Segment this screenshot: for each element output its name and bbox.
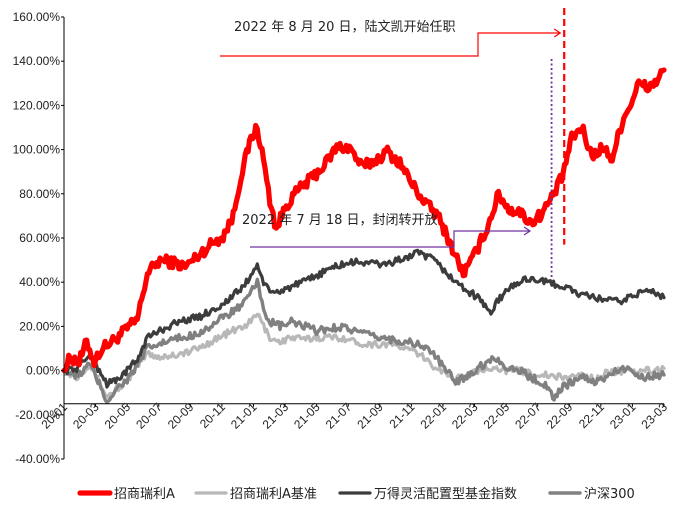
series-line [62,248,666,389]
manager-start-arrow [220,32,561,57]
y-axis-ticks: 160.00% 140.00% 120.00% 100.00% 80.00% 60.00%… [13,10,64,466]
x-tick-label: 22-01 [417,400,449,432]
x-tick-label: 23-01 [607,400,639,432]
legend-label: 招商瑞利A基准 [230,487,317,502]
x-tick-label: 22-09 [544,400,576,432]
y-tick-label: 40.00% [19,275,60,289]
y-tick-label: 0.00% [26,364,60,378]
x-tick-label: 20-03 [70,400,102,432]
open-date-arrow [250,230,530,248]
y-tick-label: 100.00% [13,143,61,157]
x-tick-label: 20-05 [102,400,134,432]
open-date-annotation: 2022 年 7 月 18 日，封闭转开放 [242,213,438,228]
y-tick-label: 80.00% [19,187,60,201]
y-tick-label: 60.00% [19,231,60,245]
x-tick-label: 21-11 [387,400,418,431]
x-tick-label: 21-09 [354,400,386,432]
series-line [62,277,666,404]
x-tick-label: 20-09 [165,400,197,432]
x-axis-ticks: 20-01 20-03 20-05 20-07 20-09 20-11 21-01 21-03… [39,400,671,432]
x-tick-label: 22-03 [449,400,481,432]
x-tick-label: 22-05 [481,400,513,432]
x-tick-label: 20-11 [197,400,228,431]
manager-start-annotation: 2022 年 8 月 20 日，陆文凯开始任职 [234,19,456,35]
y-tick-label: 20.00% [19,319,60,333]
x-tick-label: 20-01 [39,400,71,432]
x-tick-label: 21-01 [228,400,260,432]
legend: 招商瑞利A 招商瑞利A基准 万得灵活配置型基金指数 沪深300 [77,486,635,502]
y-tick-label: 120.00% [13,98,61,112]
y-tick-label: -20.00% [15,408,60,422]
x-tick-label: 23-03 [639,400,671,432]
y-tick-label: -40.00% [15,452,60,466]
legend-label: 万得灵活配置型基金指数 [374,486,517,502]
y-tick-label: 160.00% [13,10,61,24]
x-tick-label: 21-03 [260,400,292,432]
x-tick-label: 20-07 [133,400,165,432]
series-line [62,312,666,399]
manager-start-arrowhead [553,28,562,38]
x-tick-label: 22-07 [512,400,544,432]
legend-label: 沪深300 [584,486,635,502]
y-tick-label: 140.00% [13,54,61,68]
x-tick-label: 21-05 [291,400,323,432]
series-line [61,67,667,374]
legend-label: 招商瑞利A [114,487,175,502]
open-date-arrowhead [523,226,532,236]
x-tick-label: 22-11 [576,400,607,431]
x-tick-label: 21-07 [323,400,355,432]
plot-lines [61,67,667,404]
